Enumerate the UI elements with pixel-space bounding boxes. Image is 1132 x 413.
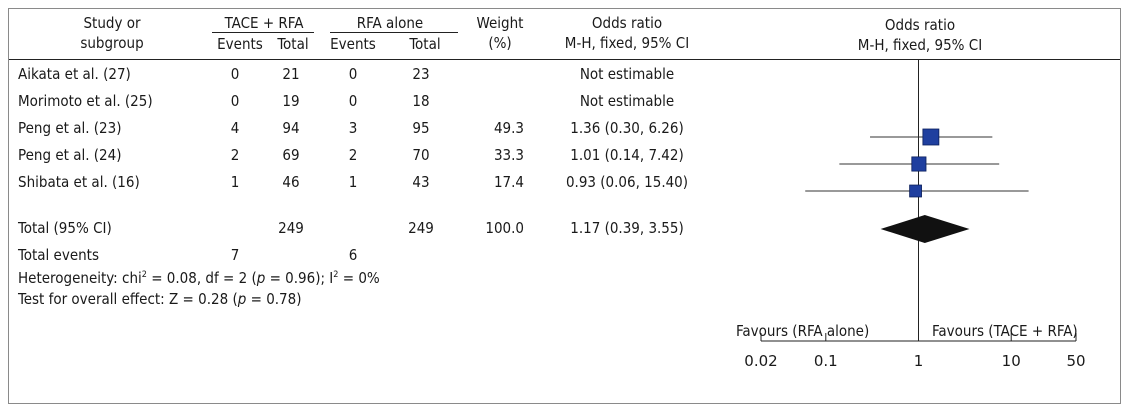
study-name: Aikata et al. (27) [18, 65, 131, 83]
x-tick-label: 0.02 [744, 352, 777, 370]
group1-total: 21 [282, 65, 300, 83]
header-rule [9, 59, 1120, 60]
study-name: Peng et al. (23) [18, 119, 122, 137]
group1-events: 2 [230, 146, 240, 164]
x-tick-label: 0.1 [814, 352, 838, 370]
group2-events: 3 [348, 119, 358, 137]
study-name: Morimoto et al. (25) [18, 92, 153, 110]
plot-header-line1: Odds ratio [884, 16, 956, 34]
study-effect-square [911, 156, 927, 172]
group2-events: 2 [348, 146, 358, 164]
group1-total: 46 [282, 173, 300, 191]
group2-underline [330, 32, 458, 33]
heterogeneity-text: Heterogeneity: chi2 = 0.08, df = 2 (p = … [18, 269, 380, 287]
group1-events: 4 [230, 119, 240, 137]
total-weight: 100.0 [485, 219, 524, 237]
group1-total-sum: 249 [278, 219, 304, 237]
total-label: Total (95% CI) [18, 219, 112, 237]
weight: 49.3 [493, 119, 524, 137]
or-header-line1: Odds ratio [591, 14, 663, 32]
group2-total: 95 [412, 119, 430, 137]
odds-ratio: 1.01 (0.14, 7.42) [570, 146, 684, 164]
weight-header-line1: Weight [476, 14, 524, 32]
group2-total: 43 [412, 173, 430, 191]
total-events-label: Total events [18, 246, 100, 264]
group2-events: 0 [348, 92, 358, 110]
total-odds-ratio: 1.17 (0.39, 3.55) [570, 219, 684, 237]
study-name: Peng et al. (24) [18, 146, 122, 164]
group2-total-header: Total [409, 35, 441, 53]
weight-header-line2: (%) [488, 34, 512, 52]
study-effect-square [922, 128, 940, 146]
group1-events-sum: 7 [230, 246, 240, 264]
odds-ratio: Not estimable [579, 92, 675, 110]
group2-events: 1 [348, 173, 358, 191]
weight: 33.3 [493, 146, 524, 164]
weight: 17.4 [493, 173, 524, 191]
summary-diamond [880, 215, 970, 243]
odds-ratio: 0.93 (0.06, 15.40) [565, 173, 689, 191]
group1-events: 1 [230, 173, 240, 191]
group2-total: 18 [412, 92, 430, 110]
group2-header: RFA alone [356, 14, 424, 32]
favours-right-label: Favours (TACE + RFA) [932, 322, 1078, 340]
figure-frame [8, 8, 1121, 404]
group1-total: 69 [282, 146, 300, 164]
plot-header-line2: M-H, fixed, 95% CI [857, 36, 983, 54]
study-effect-square [909, 184, 922, 198]
x-tick-label: 50 [1066, 352, 1085, 370]
group1-underline [212, 32, 314, 33]
group1-events: 0 [230, 92, 240, 110]
favours-left-label: Favours (RFA alone) [736, 322, 870, 340]
group1-total-header: Total [277, 35, 309, 53]
x-tick-label: 10 [1002, 352, 1021, 370]
group1-header: TACE + RFA [224, 14, 304, 32]
odds-ratio: Not estimable [579, 65, 675, 83]
group1-total: 19 [282, 92, 300, 110]
group2-events: 0 [348, 65, 358, 83]
group1-total: 94 [282, 119, 300, 137]
or-header-line2: M-H, fixed, 95% CI [564, 34, 690, 52]
group2-events-header: Events [330, 35, 376, 53]
study-header-line2: subgroup [80, 34, 144, 52]
group2-total: 23 [412, 65, 430, 83]
study-name: Shibata et al. (16) [18, 173, 140, 191]
group2-events-sum: 6 [348, 246, 358, 264]
odds-ratio: 1.36 (0.30, 6.26) [570, 119, 684, 137]
overall-effect-text: Test for overall effect: Z = 0.28 (p = 0… [18, 290, 302, 308]
group2-total-sum: 249 [408, 219, 434, 237]
group1-events-header: Events [217, 35, 263, 53]
study-header-line1: Study or [83, 14, 141, 32]
group1-events: 0 [230, 65, 240, 83]
group2-total: 70 [412, 146, 430, 164]
x-tick-label: 1 [914, 352, 924, 370]
